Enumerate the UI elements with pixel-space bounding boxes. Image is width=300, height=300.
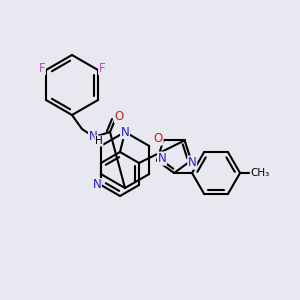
Text: H: H [95,136,103,146]
Text: N: N [158,152,166,165]
Text: O: O [114,110,124,122]
Text: N: N [88,130,98,142]
Text: CH₃: CH₃ [250,168,270,178]
Text: N: N [93,178,101,191]
Text: O: O [154,132,163,145]
Text: N: N [188,156,197,169]
Text: F: F [39,61,45,74]
Text: N: N [121,125,129,139]
Text: F: F [99,61,105,74]
